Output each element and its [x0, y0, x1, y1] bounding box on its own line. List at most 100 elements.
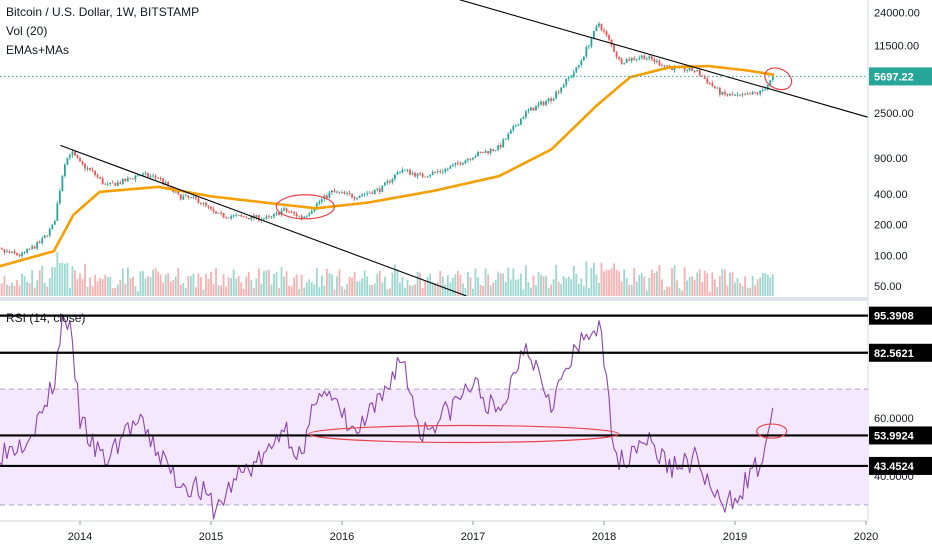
- candle-229: [558, 90, 560, 95]
- candle-187: [452, 163, 454, 166]
- candle-body-203: [492, 149, 494, 151]
- candle-body-56: [122, 179, 124, 184]
- candle-9: [4, 249, 6, 255]
- volume-bar-151: [361, 278, 363, 296]
- candle-body-129: [306, 216, 308, 217]
- candle-200: [485, 149, 487, 153]
- candle-body-210: [510, 130, 512, 134]
- volume-bar-38: [77, 279, 79, 296]
- candle-body-220: [535, 106, 537, 111]
- candle-body-58: [127, 178, 129, 181]
- candle-126: [298, 215, 300, 216]
- candle-55: [119, 181, 121, 185]
- volume-bar-132: [313, 284, 315, 296]
- volume-bar-182: [439, 271, 441, 296]
- volume-bar-73: [165, 274, 167, 296]
- candle-body-93: [215, 211, 217, 213]
- volume-bar-134: [318, 287, 320, 296]
- candle-body-79: [180, 194, 182, 199]
- time-tick-label: 2018: [592, 531, 616, 543]
- candle-234: [570, 75, 572, 79]
- candle-221: [538, 102, 540, 108]
- candle-body-296: [727, 94, 729, 95]
- volume-bar-247: [603, 271, 605, 296]
- candle-239: [583, 56, 585, 61]
- candle-body-159: [381, 185, 383, 191]
- volume-bar-204: [495, 280, 497, 296]
- candle-body-272: [666, 65, 668, 66]
- candle-103: [240, 214, 242, 218]
- moving-average-line: [0, 66, 774, 271]
- candle-body-184: [444, 169, 446, 171]
- volume-bar-303: [744, 276, 746, 296]
- candle-body-127: [301, 216, 303, 218]
- candle-body-105: [245, 217, 247, 218]
- candle-154: [369, 191, 371, 193]
- candle-body-200: [485, 151, 487, 153]
- candle-166: [399, 171, 401, 174]
- candle-82: [187, 195, 189, 199]
- volume-bar-61: [135, 286, 137, 296]
- candle-body-22: [36, 242, 38, 249]
- candle-body-41: [84, 164, 86, 169]
- candle-106: [248, 218, 250, 220]
- candle-121: [286, 207, 288, 213]
- candle-59: [129, 178, 131, 179]
- volume-bar-165: [397, 269, 399, 296]
- volume-bar-293: [719, 276, 721, 296]
- candle-291: [714, 86, 716, 89]
- volume-bar-266: [651, 270, 653, 296]
- candle-body-141: [336, 192, 338, 193]
- candle-68: [152, 173, 154, 178]
- candle-body-106: [248, 218, 250, 219]
- volume-bar-274: [671, 268, 673, 296]
- candle-26: [46, 235, 48, 237]
- candle-body-259: [633, 58, 635, 60]
- candle-body-305: [749, 94, 751, 95]
- candle-15: [19, 254, 21, 258]
- candle-308: [757, 92, 759, 96]
- volume-bar-158: [379, 271, 381, 296]
- volume-bar-86: [198, 273, 200, 296]
- volume-bar-14: [16, 280, 18, 296]
- candle-114: [268, 214, 270, 219]
- candle-16: [21, 251, 23, 258]
- volume-bar-155: [371, 285, 373, 296]
- candle-263: [643, 54, 645, 59]
- candle-69: [155, 174, 157, 180]
- volume-bar-93: [215, 268, 217, 296]
- candle-161: [386, 179, 388, 185]
- candle-body-73: [165, 182, 167, 183]
- volume-bar-173: [417, 272, 419, 296]
- candle-body-70: [157, 177, 159, 178]
- candle-215: [522, 116, 524, 119]
- candle-148: [354, 196, 356, 201]
- candle-210: [510, 129, 512, 134]
- candle-205: [497, 145, 499, 152]
- candle-193: [467, 158, 469, 163]
- volume-bar-24: [41, 265, 43, 296]
- candle-body-18: [26, 249, 28, 252]
- volume-bar-160: [384, 277, 386, 296]
- volume-bar-145: [346, 284, 348, 296]
- candle-body-186: [449, 166, 451, 168]
- volume-bar-114: [268, 270, 270, 296]
- candle-185: [447, 168, 449, 172]
- volume-bar-20: [31, 270, 33, 296]
- candle-body-126: [298, 216, 300, 217]
- volume-bar-90: [208, 279, 210, 296]
- volume-bar-249: [608, 270, 610, 296]
- candle-body-308: [757, 93, 759, 94]
- candle-305: [749, 92, 751, 94]
- candle-235: [573, 70, 575, 79]
- volume-bar-112: [263, 271, 265, 296]
- volume-bar-70: [157, 271, 159, 296]
- volume-bar-209: [507, 267, 509, 296]
- candle-body-170: [409, 170, 411, 175]
- candle-body-280: [686, 70, 688, 71]
- candle-body-206: [500, 145, 502, 147]
- volume-bar-183: [442, 276, 444, 296]
- candle-246: [601, 23, 603, 31]
- candle-body-139: [331, 191, 333, 193]
